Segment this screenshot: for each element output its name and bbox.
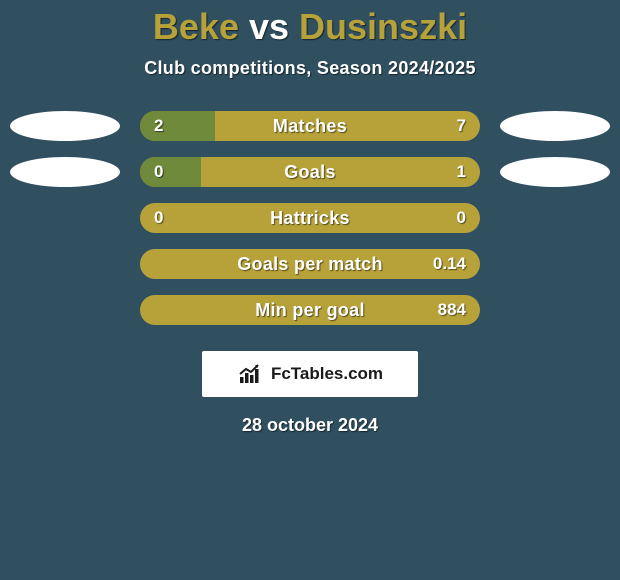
stat-row: Min per goal884 [0,295,620,325]
player2-name: Dusinszki [299,6,467,47]
stat-value-right: 7 [457,111,466,141]
stat-value-right: 884 [438,295,466,325]
stat-bar: Min per goal884 [140,295,480,325]
stat-bar: Matches27 [140,111,480,141]
player1-name: Beke [153,6,239,47]
brand-badge[interactable]: FcTables.com [202,351,418,397]
stat-label: Goals per match [140,249,480,279]
stat-label: Min per goal [140,295,480,325]
stat-bar-fill [140,111,215,141]
title-vs: vs [249,6,289,47]
stat-row: Hattricks0 0 [0,203,620,233]
stat-value-right: 0 [457,203,466,233]
stat-value-right: 0.14 [433,249,466,279]
stat-row: Matches27 [0,111,620,141]
stat-value-right: 1 [457,157,466,187]
stat-rows: Matches27 Goals01 Hattricks0 0 Goals per mat… [0,111,620,341]
stat-bar: Goals01 [140,157,480,187]
stat-row: Goals per match0.14 [0,249,620,279]
player1-marker [10,111,120,141]
chart-icon [237,363,265,385]
stat-label: Hattricks [140,203,480,233]
player1-marker [10,157,120,187]
stat-bar: Goals per match0.14 [140,249,480,279]
player2-marker [500,111,610,141]
stat-bar-fill [140,157,201,187]
stat-row: Goals01 [0,157,620,187]
subtitle: Club competitions, Season 2024/2025 [144,58,476,79]
snapshot-date: 28 october 2024 [242,415,378,436]
player2-marker [500,157,610,187]
page-title: Beke vs Dusinszki [153,6,467,48]
comparison-card: Beke vs Dusinszki Club competitions, Sea… [0,0,620,436]
stat-value-left: 0 [154,203,163,233]
brand-text: FcTables.com [271,364,383,384]
stat-bar: Hattricks0 0 [140,203,480,233]
